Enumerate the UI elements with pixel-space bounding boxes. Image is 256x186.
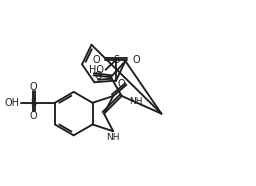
Text: NH: NH (106, 133, 120, 142)
Text: HO: HO (90, 65, 104, 75)
Text: S: S (113, 55, 119, 65)
Text: O: O (132, 55, 140, 65)
Text: O: O (29, 111, 37, 121)
Text: OH: OH (5, 98, 19, 108)
Text: O: O (94, 71, 102, 81)
Text: O: O (92, 55, 100, 65)
Text: O: O (118, 79, 125, 89)
Text: NH: NH (129, 97, 142, 106)
Text: O: O (29, 82, 37, 92)
Text: S: S (30, 98, 36, 108)
